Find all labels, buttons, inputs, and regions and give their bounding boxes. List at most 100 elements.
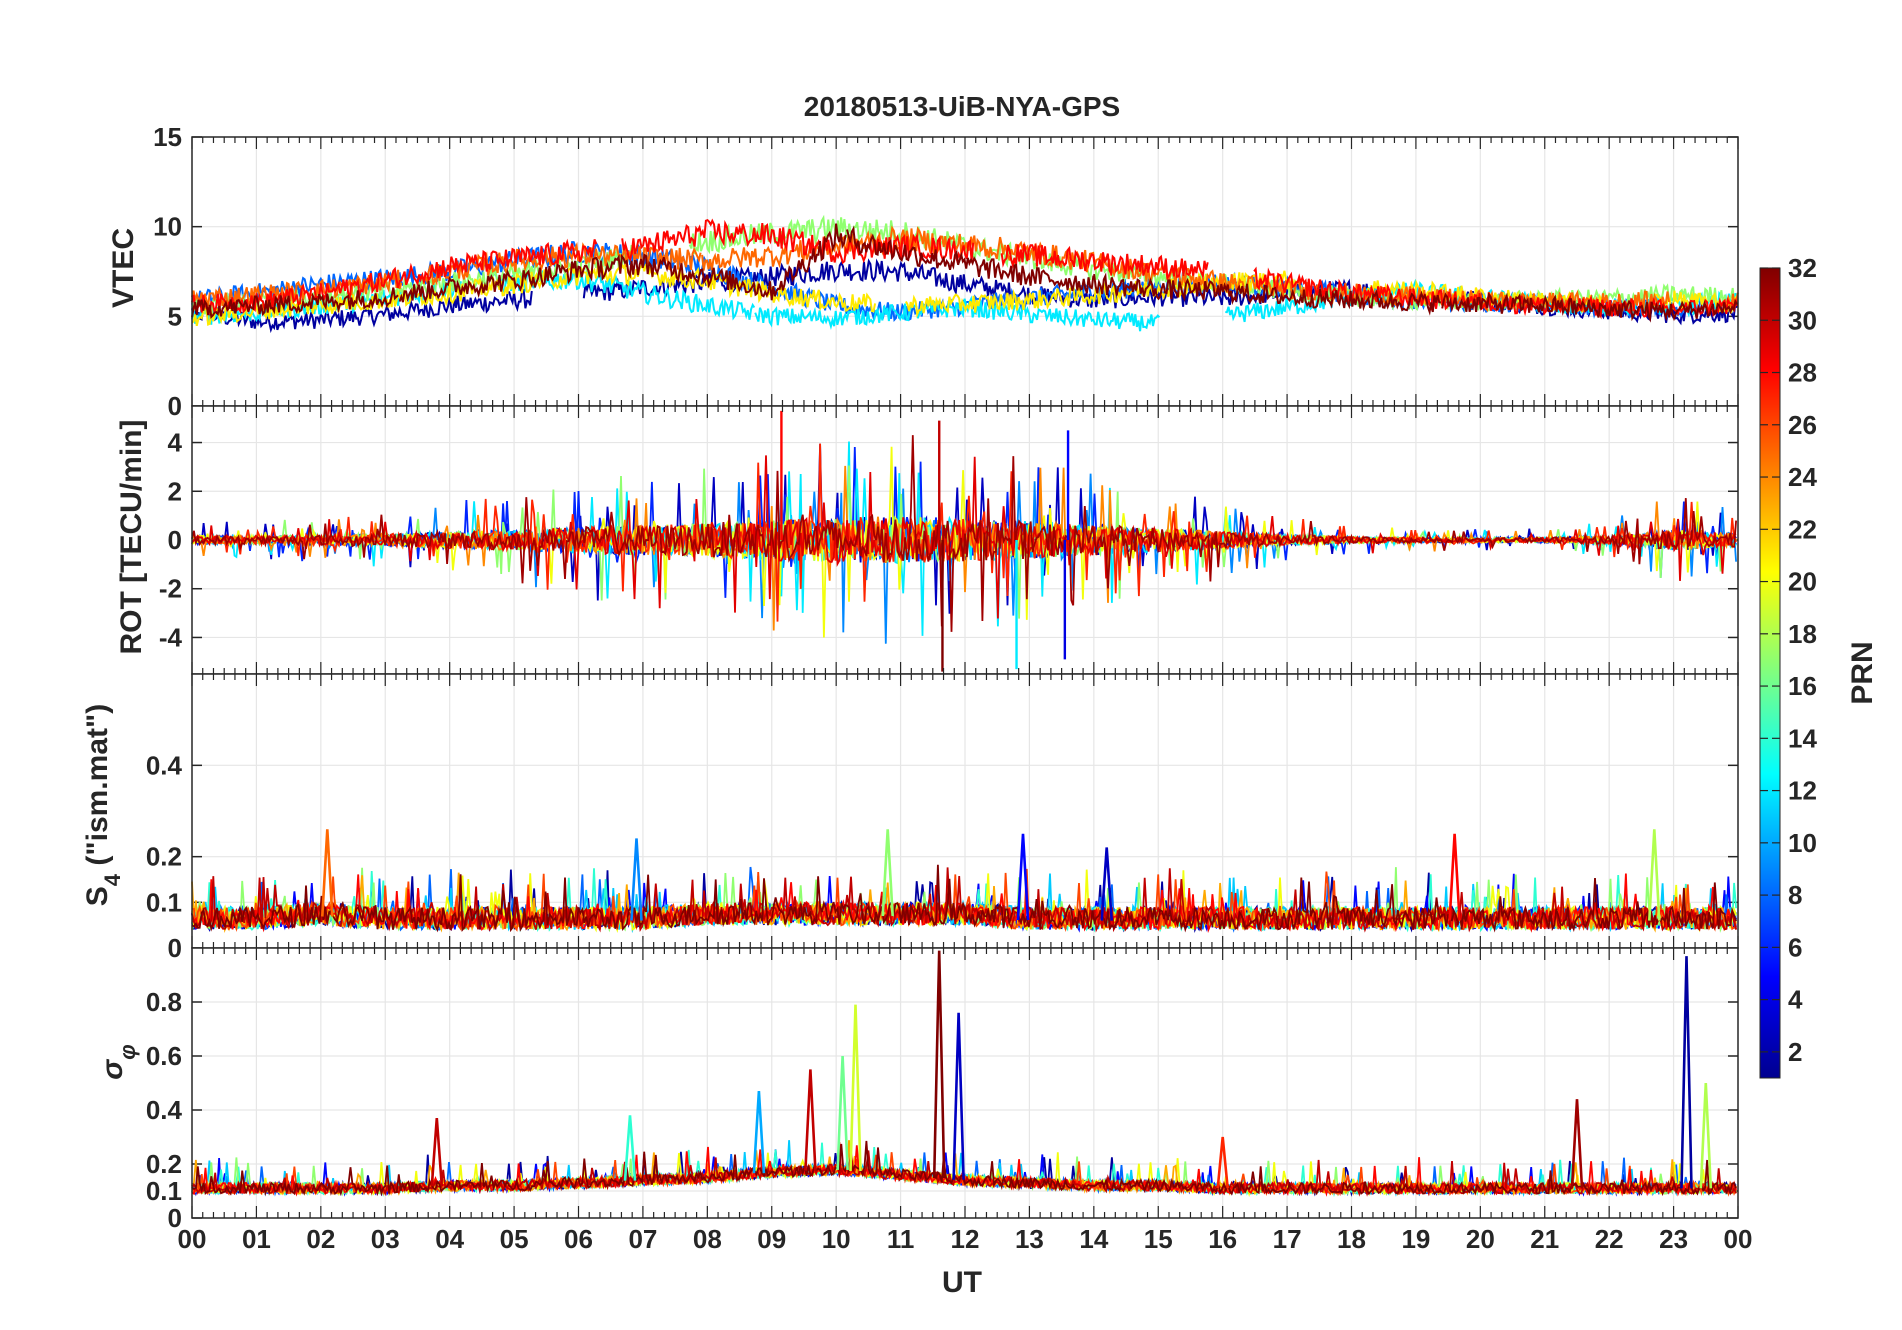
- y-tick-label: 4: [168, 428, 183, 458]
- y-tick-label: 2: [168, 476, 182, 506]
- vtec-line-prn-12: [754, 295, 1161, 332]
- x-tick-label: 08: [693, 1224, 722, 1254]
- colorbar-tick-label: 10: [1788, 828, 1817, 858]
- s4-peak: [1100, 847, 1113, 921]
- x-axis-label: UT: [942, 1266, 982, 1299]
- colorbar-tick-label: 24: [1788, 462, 1817, 492]
- x-tick-label: 13: [1015, 1224, 1044, 1254]
- sigma-phi-peak: [1570, 1099, 1584, 1189]
- x-tick-label: 07: [628, 1224, 657, 1254]
- vtec-line-prn-32: [1274, 286, 1442, 316]
- sigma-phi-peak: [952, 1012, 965, 1180]
- series-group: [191, 829, 1737, 934]
- y-tick-label: 0.6: [146, 1041, 182, 1071]
- x-tick-label: 09: [757, 1224, 786, 1254]
- x-tick-label: 21: [1530, 1224, 1559, 1254]
- sigma-phi-ylabel: σφ: [96, 1044, 140, 1079]
- y-tick-label: 0.1: [146, 887, 182, 917]
- axes-frame: [191, 947, 1739, 1219]
- x-tick-label: 15: [1144, 1224, 1173, 1254]
- s4-peak: [321, 829, 334, 917]
- sigma-phi-peak: [836, 1055, 849, 1170]
- x-tick-label: 11: [887, 1224, 915, 1254]
- y-tick-label: 0: [168, 391, 182, 421]
- x-tick-label: 10: [822, 1224, 851, 1254]
- sigma-phi-peak: [623, 1115, 637, 1181]
- x-tick-label: 03: [371, 1224, 400, 1254]
- x-tick-label: 12: [951, 1224, 980, 1254]
- vtec-line-prn-32: [398, 223, 847, 303]
- colorbar-tick-label: 16: [1788, 671, 1817, 701]
- y-tick-label: 0.1: [146, 1176, 182, 1206]
- y-tick-label: 0.2: [146, 842, 182, 872]
- panel-sigma-phi: 00.10.2 0.4 0.6 0.8: [146, 947, 1739, 1233]
- sigma-phi-peak: [932, 950, 946, 1179]
- x-tick-label: 22: [1595, 1224, 1624, 1254]
- vtec-line-prn-28: [621, 218, 975, 265]
- vtec-line-prn-32: [191, 287, 399, 320]
- y-tick-label: 0: [168, 525, 182, 555]
- y-tick-label: -2: [159, 574, 182, 604]
- s4-line-prn-30: [191, 867, 1737, 933]
- x-tick-label: 06: [564, 1224, 593, 1254]
- x-tick-label: 18: [1337, 1224, 1366, 1254]
- vtec-line-prn-12: [191, 279, 462, 325]
- rot-line-prn-27: [191, 443, 1737, 622]
- panel-vtec: 0 5 10 15: [153, 122, 1739, 421]
- sigma-phi-peak: [430, 1118, 444, 1187]
- x-tick-label: 20: [1466, 1224, 1495, 1254]
- rot-ylabel: ROT [TECU/min]: [115, 420, 148, 655]
- y-tick-label: 0: [168, 933, 182, 963]
- colorbar-tick-label: 18: [1788, 619, 1817, 649]
- vtec-line-prn-32: [846, 225, 1095, 294]
- s4-peak: [1448, 833, 1461, 921]
- vtec-line-prn-25: [191, 269, 403, 309]
- s4-line-prn-32: [191, 864, 1737, 933]
- colorbar-tick-label: 20: [1788, 567, 1817, 597]
- s4-peak: [881, 829, 894, 917]
- x-tick-label: 04: [435, 1224, 464, 1254]
- x-tick-label: 00: [178, 1224, 207, 1254]
- vtec-line-prn-21: [680, 266, 877, 313]
- y-tick-label: 0.2: [146, 1149, 182, 1179]
- y-tick-label: 0.8: [146, 987, 182, 1017]
- x-tick-label: 00: [1724, 1224, 1753, 1254]
- y-tick-label: 0.4: [146, 750, 183, 780]
- x-tick-label: 01: [242, 1224, 271, 1254]
- sigma-phi-peak: [804, 1069, 817, 1171]
- vtec-line-prn-32: [1441, 292, 1738, 323]
- y-tick-label: 10: [153, 212, 182, 242]
- x-tick-label: 05: [500, 1224, 529, 1254]
- y-tick-label: 15: [153, 122, 182, 152]
- figure-title: 20180513-UiB-NYA-GPS: [804, 91, 1120, 122]
- series-group: [191, 410, 1737, 672]
- x-tick-label: 02: [306, 1224, 335, 1254]
- colorbar-label: PRN: [1846, 641, 1879, 704]
- x-tick-label: 17: [1273, 1224, 1302, 1254]
- vtec-ylabel: VTEC: [107, 228, 140, 308]
- sigma-phi-peak: [1699, 1082, 1713, 1189]
- x-tick-label: 23: [1659, 1224, 1688, 1254]
- colorbar-tick-label: 22: [1788, 514, 1817, 544]
- colorbar-tick-label: 30: [1788, 305, 1817, 335]
- colorbar-tick-label: 8: [1788, 880, 1802, 910]
- sigma-phi-peak: [1680, 956, 1693, 1189]
- vtec-line-prn-25: [701, 225, 1048, 271]
- panel-s4: 0 0.1 0.2 0.4: [146, 673, 1739, 963]
- s4-peak: [1648, 829, 1661, 921]
- s4-peak: [630, 838, 643, 921]
- y-tick-label: 0.4: [146, 1095, 183, 1125]
- s4-ylabel: S4 ("ism.mat"): [81, 704, 125, 906]
- colorbar-tick-label: 6: [1788, 932, 1802, 962]
- x-tick-label: 16: [1208, 1224, 1237, 1254]
- sigma-phi-peak: [849, 1004, 862, 1172]
- sigma-phi-peak: [752, 1091, 766, 1174]
- colorbar-tick-label: 28: [1788, 358, 1817, 388]
- series-group: [191, 214, 1739, 334]
- colorbar-tick-label: 2: [1788, 1037, 1802, 1067]
- y-tick-label: 5: [168, 301, 182, 331]
- colorbar-tick-label: 32: [1788, 253, 1817, 283]
- x-tick-label: 14: [1079, 1224, 1108, 1254]
